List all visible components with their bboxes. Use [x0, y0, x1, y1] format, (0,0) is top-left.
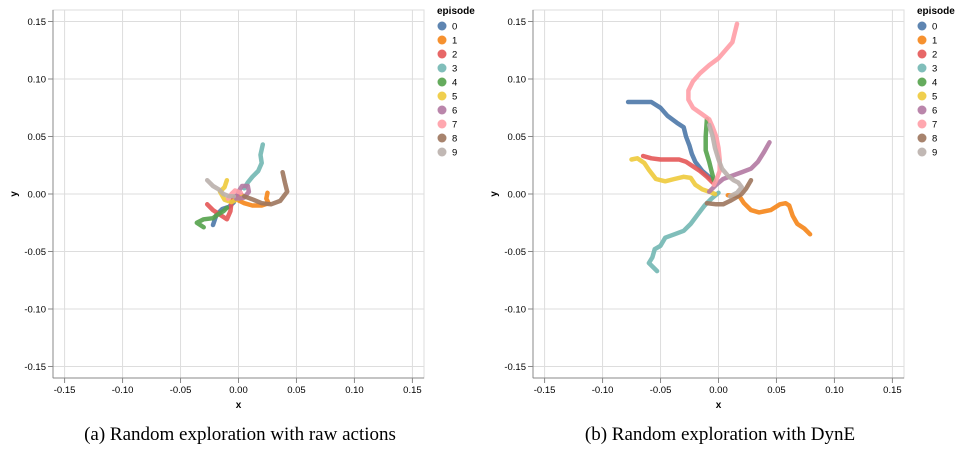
legend-label-episode-5: 5	[932, 92, 937, 103]
y-tick-label: 0.10	[28, 75, 47, 86]
y-tick-label: 0.05	[508, 132, 527, 143]
y-tick-label: -0.10	[504, 305, 526, 316]
x-tick-label: 0.05	[767, 385, 786, 396]
series-line-episode-9	[706, 122, 744, 199]
legend-label-episode-8: 8	[452, 134, 457, 145]
x-tick-label: 0.10	[345, 385, 364, 396]
y-tick-label: 0.00	[28, 190, 47, 201]
y-tick-label: 0.10	[508, 75, 527, 86]
y-tick-label: -0.05	[504, 247, 526, 258]
legend-label-episode-8: 8	[932, 134, 937, 145]
legend-swatch-episode-9	[437, 147, 447, 157]
caption-a: (a) Random exploration with raw actions	[84, 424, 396, 445]
y-tick-label: -0.15	[24, 362, 46, 373]
series-line-episode-5	[629, 156, 718, 197]
legend-label-episode-6: 6	[932, 106, 937, 117]
legend-title: episode	[917, 6, 955, 17]
legend-swatch-episode-5	[437, 91, 447, 101]
legend-swatch-episode-7	[917, 119, 927, 129]
legend-label-episode-1: 1	[932, 36, 937, 47]
x-tick-label: 0.00	[709, 385, 728, 396]
x-tick-label: -0.05	[170, 385, 192, 396]
legend-swatch-episode-3	[437, 63, 447, 73]
legend-swatch-episode-8	[917, 133, 927, 143]
legend-swatch-episode-8	[437, 133, 447, 143]
y-tick-label: 0.15	[28, 17, 47, 28]
legend-label-episode-1: 1	[452, 36, 457, 47]
legend-label-episode-9: 9	[932, 148, 937, 159]
legend-swatch-episode-2	[437, 49, 447, 59]
series-line-episode-9	[204, 177, 237, 199]
series-line-episode-3	[646, 190, 721, 274]
legend-swatch-episode-1	[917, 35, 927, 45]
y-tick-label: -0.15	[504, 362, 526, 373]
trajectory-chart-a: -0.15 -0.15 -0.10 -0.10 -0.05 -0.05 0.00 0.00 0.…	[9, 6, 475, 410]
series-line-episode-2	[640, 153, 715, 185]
x-tick-label: 0.00	[229, 385, 248, 396]
y-axis-title: y	[489, 191, 500, 197]
y-tick-label: 0.00	[508, 190, 527, 201]
legend-label-episode-7: 7	[932, 120, 937, 131]
x-tick-label: -0.05	[650, 385, 672, 396]
legend-label-episode-3: 3	[932, 64, 937, 75]
x-tick-label: -0.10	[112, 385, 134, 396]
series-line-episode-3	[242, 142, 266, 191]
legend-label-episode-2: 2	[452, 50, 457, 61]
x-tick-label: 0.05	[287, 385, 306, 396]
y-axis-title: y	[9, 191, 20, 197]
legend-swatch-episode-6	[917, 105, 927, 115]
caption-b: (b) Random exploration with DynE	[584, 424, 856, 445]
series-line-episode-4	[194, 205, 230, 230]
legend-label-episode-6: 6	[452, 106, 457, 117]
x-tick-label: -0.10	[592, 385, 614, 396]
legend-label-episode-3: 3	[452, 64, 457, 75]
y-tick-label: -0.10	[24, 305, 46, 316]
series-line-episode-1	[725, 192, 813, 237]
x-axis-title: x	[716, 400, 722, 410]
trajectory-chart-b: -0.15 -0.15 -0.10 -0.10 -0.05 -0.05 0.00 0.00 0.…	[489, 6, 955, 410]
legend-swatch-episode-7	[437, 119, 447, 129]
series-group	[194, 142, 290, 230]
legend-label-episode-4: 4	[452, 78, 457, 89]
x-tick-label: 0.15	[883, 385, 902, 396]
y-tick-label: 0.15	[508, 17, 527, 28]
legend-swatch-episode-1	[437, 35, 447, 45]
chart-panel-b: -0.15 -0.15 -0.10 -0.10 -0.05 -0.05 0.00 0.00 0.…	[480, 0, 960, 457]
legend-swatch-episode-4	[917, 77, 927, 87]
legend-swatch-episode-0	[437, 21, 447, 31]
legend-label-episode-0: 0	[452, 22, 457, 33]
legend-swatch-episode-4	[437, 77, 447, 87]
series-line-episode-6	[706, 140, 772, 194]
legend-swatch-episode-0	[917, 21, 927, 31]
legend-label-episode-9: 9	[452, 148, 457, 159]
y-tick-label: 0.05	[28, 132, 47, 143]
legend-label-episode-7: 7	[452, 120, 457, 131]
legend-label-episode-0: 0	[932, 22, 937, 33]
series-line-episode-1	[230, 190, 271, 208]
x-tick-label: 0.10	[825, 385, 844, 396]
legend-swatch-episode-2	[917, 49, 927, 59]
x-tick-label: 0.15	[403, 385, 422, 396]
legend-swatch-episode-5	[917, 91, 927, 101]
x-axis-title: x	[236, 400, 242, 410]
legend-title: episode	[437, 6, 475, 17]
legend-swatch-episode-9	[917, 147, 927, 157]
legend-label-episode-5: 5	[452, 92, 457, 103]
chart-panel-a: -0.15 -0.15 -0.10 -0.10 -0.05 -0.05 0.00 0.00 0.…	[9, 6, 475, 445]
y-tick-label: -0.05	[24, 247, 46, 258]
legend-swatch-episode-6	[437, 105, 447, 115]
x-tick-label: -0.15	[534, 385, 556, 396]
legend-swatch-episode-3	[917, 63, 927, 73]
series-line-episode-8	[704, 177, 754, 207]
x-tick-label: -0.15	[54, 385, 76, 396]
gridlines	[53, 10, 424, 378]
legend-label-episode-4: 4	[932, 78, 937, 89]
series-line-episode-8	[242, 169, 290, 207]
series-line-episode-4	[703, 117, 717, 183]
series-group	[625, 21, 813, 274]
legend-label-episode-2: 2	[932, 50, 937, 61]
